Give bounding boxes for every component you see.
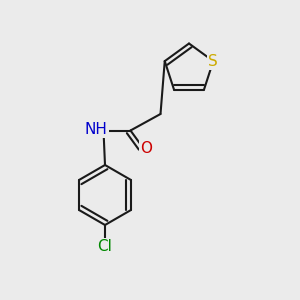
Text: Cl: Cl [98, 239, 112, 254]
Text: S: S [208, 54, 218, 69]
Text: NH: NH [85, 122, 107, 136]
Text: O: O [140, 141, 152, 156]
